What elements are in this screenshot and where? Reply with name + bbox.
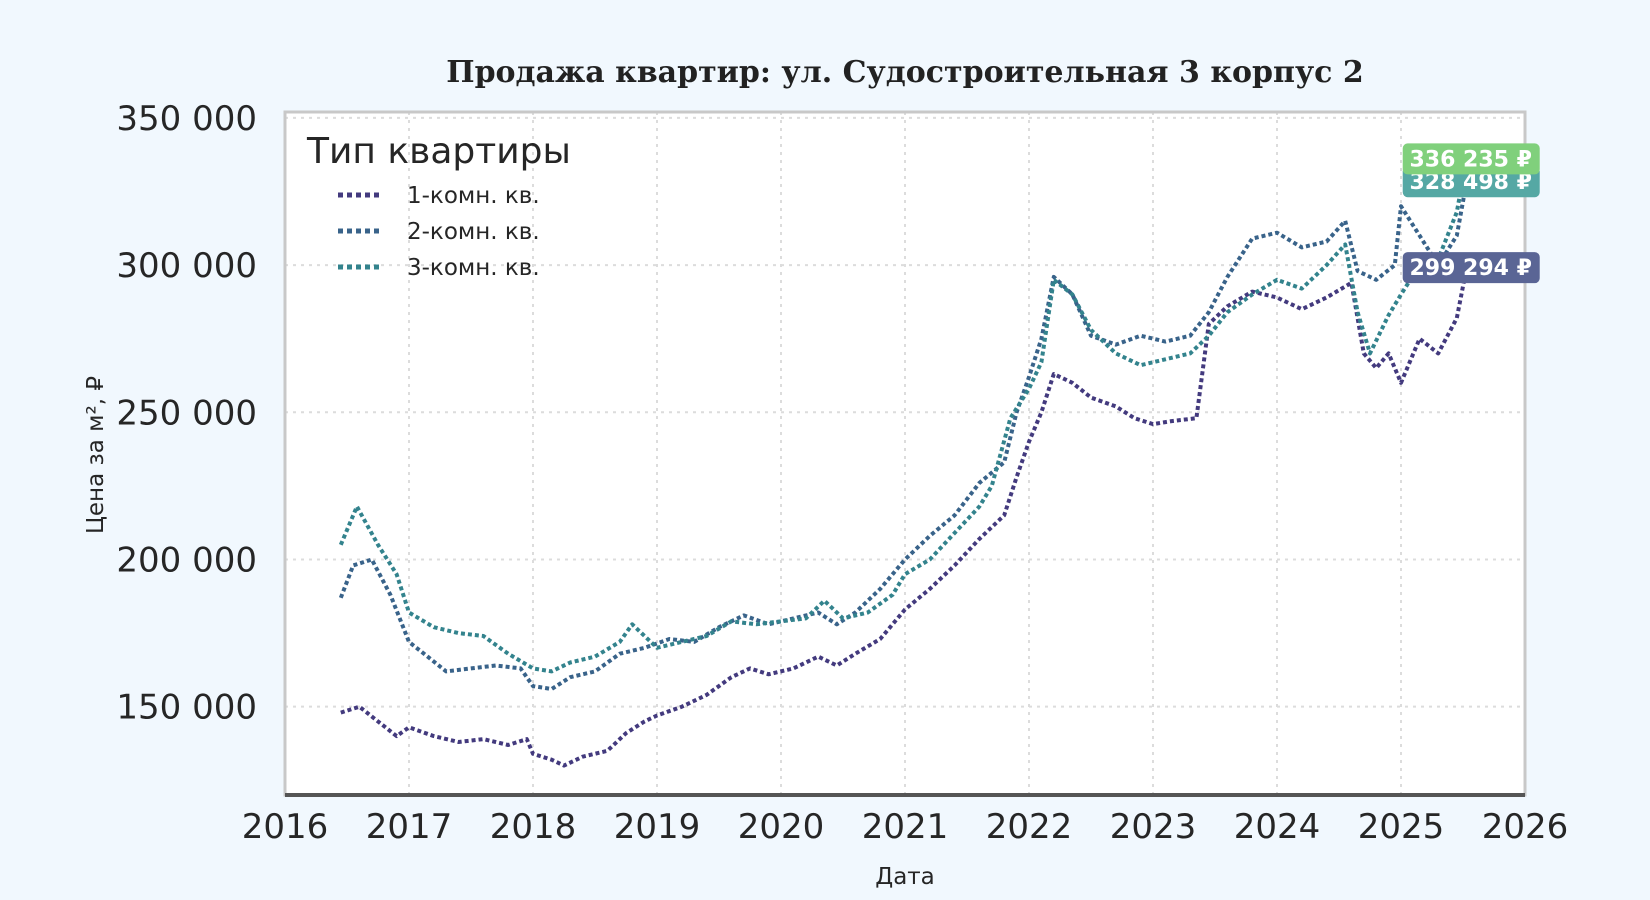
x-tick-label: 2023 [1110,807,1197,847]
legend-label-2: 2-комн. кв. [407,219,540,245]
x-tick-label: 2017 [366,807,453,847]
chart-title: Продажа квартир: ул. Судостроительная 3 … [446,55,1364,90]
x-tick-label: 2020 [738,807,825,847]
x-tick-label: 2019 [614,807,701,847]
x-tick-label: 2026 [1482,807,1569,847]
plot-background [285,112,1525,795]
series-line-2 [338,180,1469,691]
x-tick-label: 2021 [862,807,949,847]
grid [284,112,1526,795]
x-tick-label: 2016 [242,807,329,847]
legend-label-3: 3-комн. кв. [407,255,540,281]
y-tick-label: 150 000 [116,688,257,728]
y-axis-ticks: 150 000 200 000 250 000 300 000 350 000 [116,99,257,728]
end-label-box-3 [1402,143,1540,175]
y-tick-label: 200 000 [116,540,257,580]
end-label-1: 299 294 ₽ [1409,256,1531,281]
legend-label-1: 1-комн. кв. [407,183,540,209]
y-axis-label: Цена за м², ₽ [83,376,109,534]
x-tick-label: 2024 [1234,807,1321,847]
x-axis-ticks: 2016 2017 2018 2019 2020 2021 2022 2023 2024 2025… [242,807,1569,847]
series-line-1 [340,266,1469,768]
series-line-3 [338,158,1469,674]
x-axis-label: Дата [875,864,935,890]
y-tick-label: 350 000 [116,99,257,139]
y-tick-label: 300 000 [116,246,257,286]
end-labels: 299 294 ₽328 498 ₽336 235 ₽ [1402,143,1540,284]
x-tick-label: 2018 [490,807,577,847]
x-tick-label: 2025 [1358,807,1445,847]
end-label-3: 336 235 ₽ [1409,147,1531,172]
x-tick-label: 2022 [986,807,1073,847]
series-layer [338,158,1469,768]
legend-title: Тип квартиры [306,131,571,172]
end-label-box-1 [1402,252,1540,284]
legend: Тип квартиры 1-комн. кв. 2-комн. кв. 3-к… [306,131,571,281]
y-tick-label: 250 000 [116,393,257,433]
